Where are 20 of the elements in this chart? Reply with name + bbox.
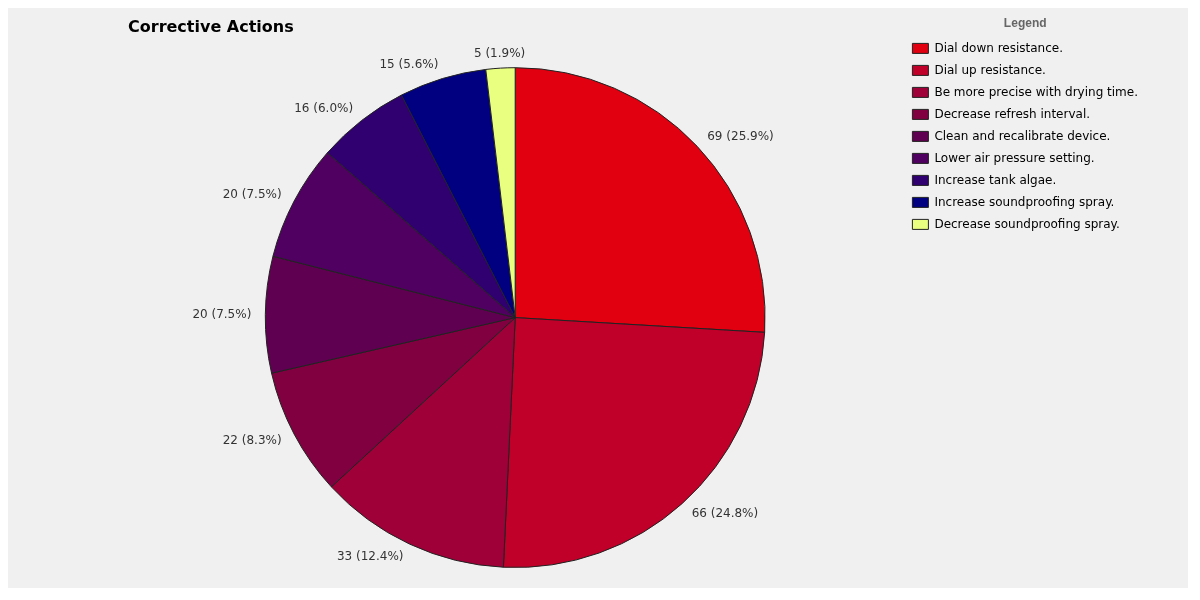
legend-label: Dial up resistance. — [934, 62, 1046, 77]
legend-label: Increase soundproofing spray. — [934, 194, 1115, 209]
data-label: 15 (5.6%) — [379, 57, 439, 72]
legend-label: Be more precise with drying time. — [934, 84, 1139, 99]
legend-label: Increase tank algae. — [934, 172, 1057, 187]
legend-label: Decrease refresh interval. — [934, 106, 1091, 121]
data-label: 22 (8.3%) — [222, 432, 282, 447]
data-label: 69 (25.9%) — [707, 128, 774, 143]
data-label: 33 (12.4%) — [336, 548, 404, 563]
data-label: 16 (6.0%) — [294, 101, 354, 116]
data-label: 20 (7.5%) — [222, 186, 282, 201]
data-label: 66 (24.8%) — [691, 505, 759, 520]
legend-label: Lower air pressure setting. — [934, 150, 1095, 165]
chart-title: Corrective Actions — [128, 16, 294, 36]
legend-label: Decrease soundproofing spray. — [934, 216, 1120, 231]
legend-label: Dial down resistance. — [934, 40, 1064, 55]
data-label: 5 (1.9%) — [473, 46, 526, 61]
legend-label: Clean and recalibrate device. — [934, 128, 1111, 143]
data-label: 20 (7.5%) — [192, 306, 252, 321]
legend-title: Legend — [1003, 16, 1047, 31]
